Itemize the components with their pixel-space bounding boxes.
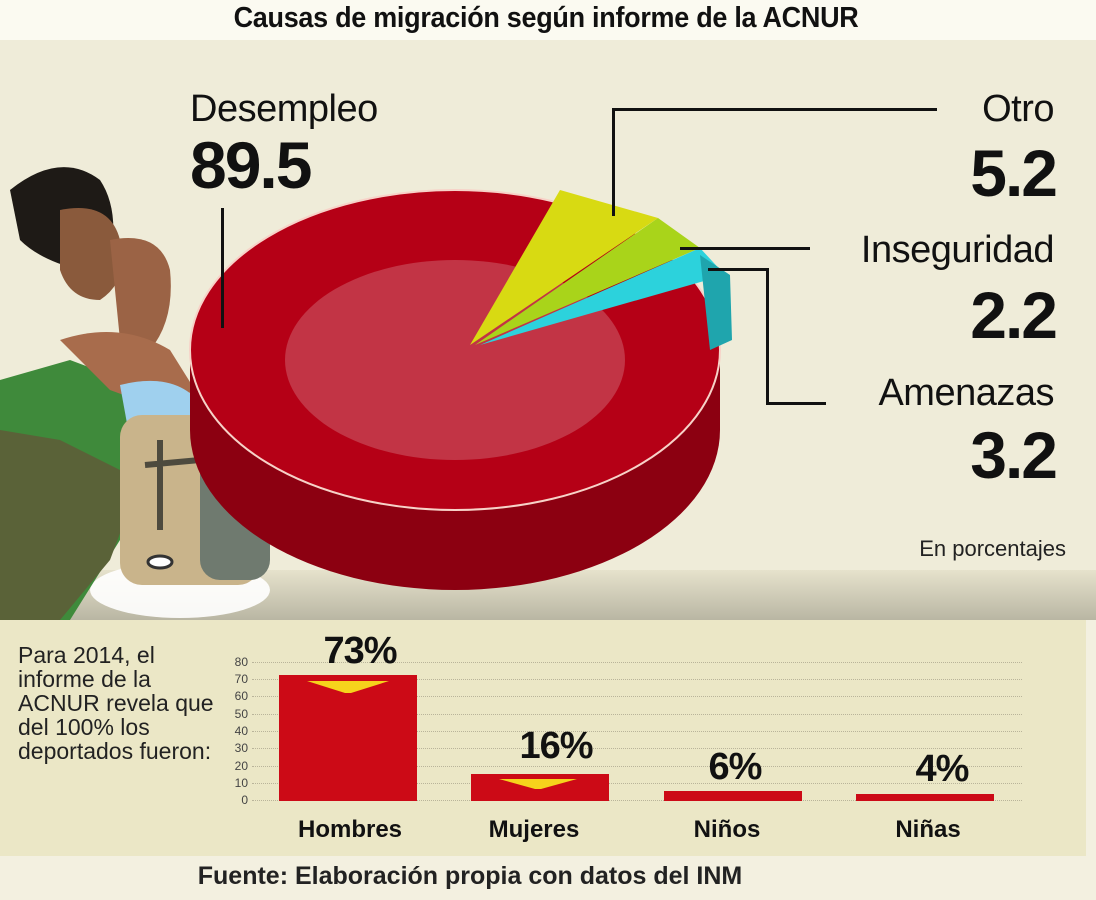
bar-category-hombres: Hombres: [297, 816, 403, 843]
gridline: [252, 696, 1022, 697]
chart-title: Causas de migración según informe de la …: [233, 2, 859, 34]
y-tick: 50: [234, 707, 248, 721]
bar-hombres: [279, 675, 417, 801]
bar-intro-text: Para 2014, el informe de la ACNUR revela…: [18, 642, 214, 764]
title-band: [0, 0, 1096, 40]
y-tick: 10: [234, 776, 248, 790]
pie-value-amenazas: 3.2: [970, 418, 1058, 492]
y-tick: 40: [234, 724, 248, 738]
bar-panel: [0, 620, 1086, 856]
unit-note: En porcentajes: [919, 536, 1066, 561]
pie-slice-otro: [470, 190, 658, 345]
pie-value-inseguridad: 2.2: [970, 278, 1058, 352]
leader-line-otro-h: [612, 108, 937, 111]
pie-label-otro: Otro: [982, 88, 1054, 130]
pie-value-desempleo: 89.5: [190, 128, 312, 202]
leader-line-desempleo: [221, 208, 224, 328]
source-note: Fuente: Elaboración propia con datos del…: [197, 862, 743, 890]
bar-ninos: [664, 791, 802, 801]
bar-category-ninos: Niños: [693, 816, 761, 843]
footer-band: [0, 856, 1096, 900]
highlight-chevron-icon: [307, 681, 389, 693]
bar-value-mujeres: 16%: [519, 725, 593, 767]
y-tick: 60: [234, 689, 248, 703]
bar-value-ninos: 6%: [708, 746, 763, 788]
pie-chart: [189, 189, 732, 590]
bar-value-ninas: 4%: [915, 748, 970, 790]
gridline: [252, 766, 1022, 767]
leader-line-amenazas-h2: [766, 402, 826, 405]
gridline: [252, 731, 1022, 732]
migrant-photo-illustration: [0, 167, 270, 620]
pie-label-desempleo: Desempleo: [190, 88, 378, 130]
bar-category-ninas: Niñas: [895, 816, 961, 843]
bar-mujeres: [471, 774, 609, 801]
y-tick: 70: [234, 672, 248, 686]
gridline: [252, 783, 1022, 784]
pie-slice-inseguridad: [475, 218, 700, 345]
gridline: [252, 714, 1022, 715]
y-tick: 80: [234, 655, 248, 669]
gridline: [252, 662, 1022, 663]
highlight-chevron-icon: [499, 779, 577, 789]
bar-ninas: [856, 794, 994, 801]
gridline: [252, 748, 1022, 749]
bar-value-hombres: 73%: [323, 630, 397, 672]
pie-slice-amenazas: [480, 248, 725, 345]
leader-line-otro-v: [612, 108, 615, 216]
leader-line-amenazas-v: [766, 268, 769, 404]
y-tick: 30: [234, 741, 248, 755]
leader-line-amenazas-h1: [708, 268, 768, 271]
y-tick: 0: [241, 793, 248, 807]
y-tick: 20: [234, 759, 248, 773]
bar-category-mujeres: Mujeres: [488, 816, 580, 843]
gridline: [252, 800, 1022, 801]
pie-label-inseguridad: Inseguridad: [860, 229, 1055, 271]
leader-line-inseguridad: [680, 247, 810, 250]
pie-value-otro: 5.2: [970, 136, 1058, 210]
gridline: [252, 679, 1022, 680]
pie-label-amenazas: Amenazas: [878, 372, 1054, 414]
